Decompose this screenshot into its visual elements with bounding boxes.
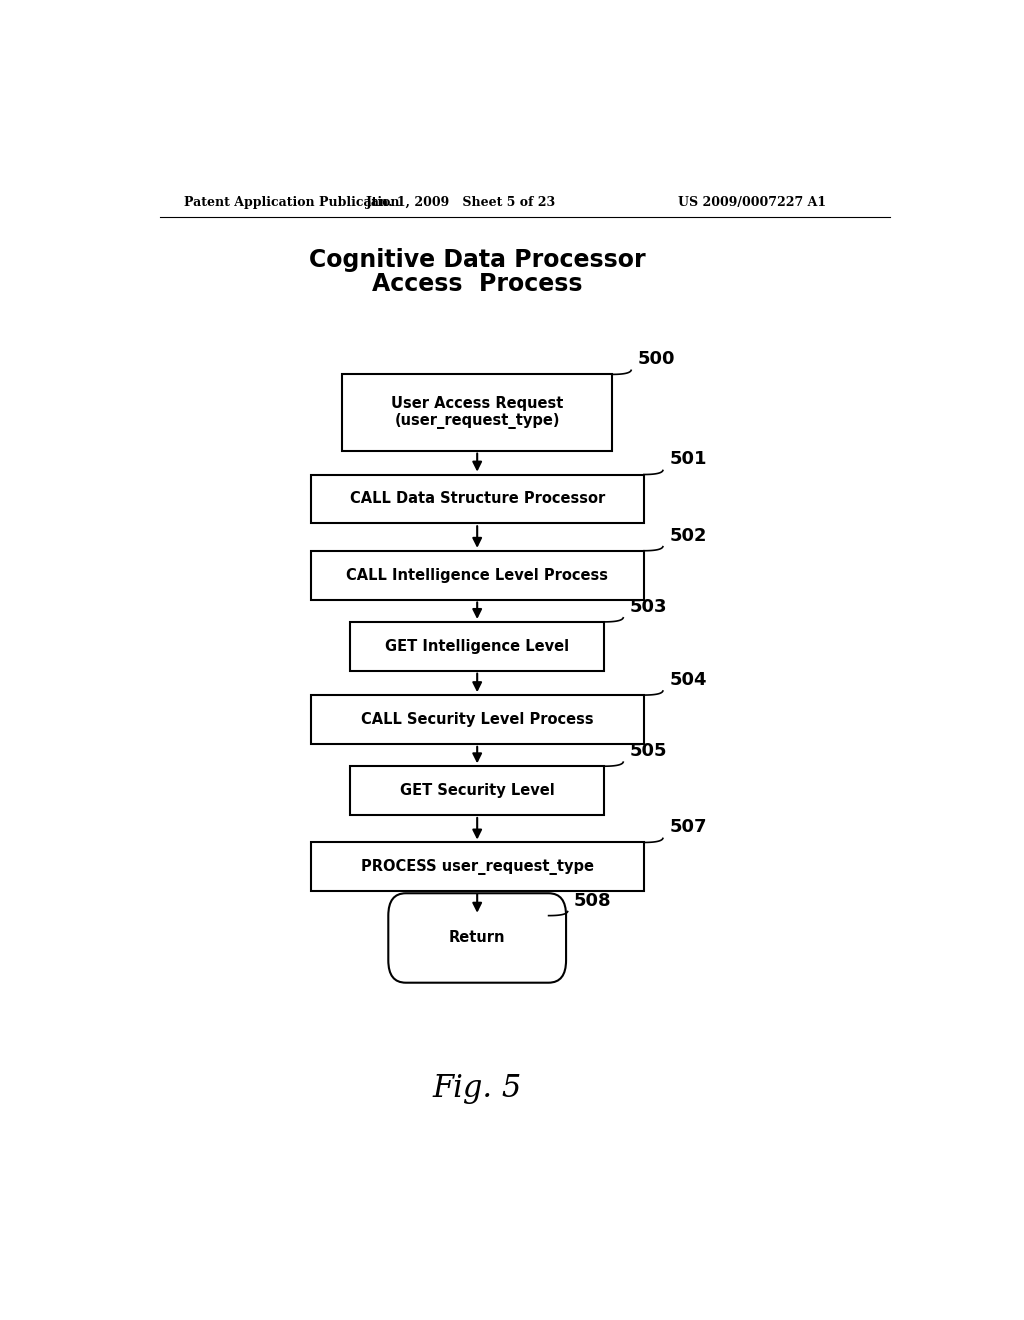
- FancyBboxPatch shape: [310, 474, 644, 523]
- Text: US 2009/0007227 A1: US 2009/0007227 A1: [678, 195, 826, 209]
- Text: PROCESS user_request_type: PROCESS user_request_type: [360, 859, 594, 875]
- FancyBboxPatch shape: [342, 375, 612, 450]
- Text: 504: 504: [670, 671, 707, 689]
- Text: 500: 500: [638, 350, 675, 368]
- FancyBboxPatch shape: [350, 622, 604, 671]
- Text: 507: 507: [670, 818, 707, 837]
- FancyBboxPatch shape: [310, 550, 644, 599]
- Text: Return: Return: [449, 931, 506, 945]
- Text: CALL Intelligence Level Process: CALL Intelligence Level Process: [346, 568, 608, 582]
- FancyBboxPatch shape: [350, 766, 604, 814]
- Text: Patent Application Publication: Patent Application Publication: [183, 195, 399, 209]
- Text: User Access Request
(user_request_type): User Access Request (user_request_type): [391, 396, 563, 429]
- FancyBboxPatch shape: [310, 842, 644, 891]
- Text: GET Intelligence Level: GET Intelligence Level: [385, 639, 569, 653]
- Text: 508: 508: [574, 891, 611, 909]
- Text: Cognitive Data Processor: Cognitive Data Processor: [309, 248, 645, 272]
- Text: Access  Process: Access Process: [372, 272, 583, 297]
- Text: CALL Security Level Process: CALL Security Level Process: [360, 711, 594, 727]
- FancyBboxPatch shape: [388, 894, 566, 982]
- Text: 501: 501: [670, 450, 707, 469]
- Text: Jan. 1, 2009   Sheet 5 of 23: Jan. 1, 2009 Sheet 5 of 23: [367, 195, 556, 209]
- Text: GET Security Level: GET Security Level: [399, 783, 555, 799]
- Text: CALL Data Structure Processor: CALL Data Structure Processor: [349, 491, 605, 507]
- Text: Fig. 5: Fig. 5: [432, 1073, 522, 1104]
- FancyBboxPatch shape: [310, 696, 644, 744]
- Text: 503: 503: [630, 598, 667, 615]
- Text: 505: 505: [630, 742, 667, 760]
- Text: 502: 502: [670, 527, 707, 545]
